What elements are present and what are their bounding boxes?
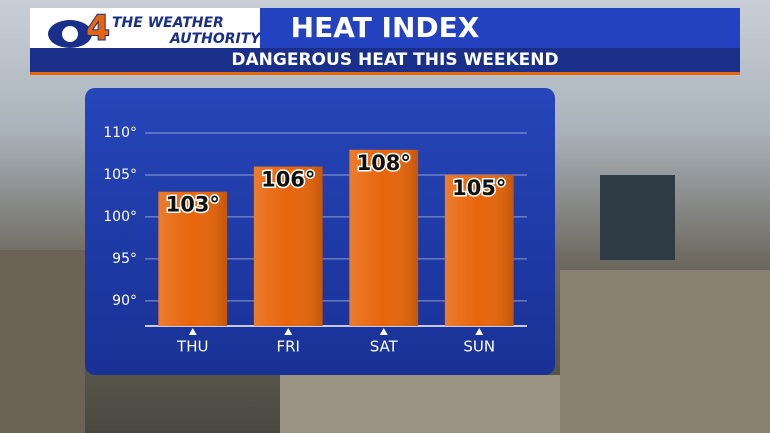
y-tick-label: 100° (103, 209, 137, 225)
bar-shade (158, 191, 228, 326)
building (560, 270, 770, 433)
y-tick-label: 110° (103, 125, 137, 141)
tick-arrow (379, 328, 388, 335)
tick-arrow (475, 328, 484, 335)
logo-channel: 4 (86, 9, 110, 49)
value-label: 108° (357, 151, 411, 175)
value-label: 105° (452, 176, 506, 200)
chart-title: HEAT INDEX (291, 11, 480, 44)
y-tick-label: 90° (112, 293, 137, 309)
tick-arrow (284, 328, 293, 335)
y-tick-label: 105° (103, 167, 137, 183)
chart-subtitle: DANGEROUS HEAT THIS WEEKEND (231, 50, 558, 70)
building (280, 375, 560, 433)
building (600, 175, 675, 260)
tick-arrow (188, 328, 197, 335)
subtitle-bar (30, 48, 740, 72)
accent-line (30, 72, 740, 75)
y-tick-label: 95° (112, 251, 137, 267)
logo-eye (62, 26, 78, 42)
bar-shade (444, 174, 514, 326)
value-label: 103° (166, 193, 220, 217)
value-label: 106° (261, 168, 315, 192)
x-tick-label: FRI (277, 338, 300, 356)
x-tick-label: THU (176, 338, 208, 356)
bar-shade (349, 149, 419, 326)
logo-tagline: AUTHORITY (169, 31, 262, 47)
x-tick-label: SUN (463, 338, 495, 356)
building (0, 250, 85, 433)
logo-tagline: THE WEATHER (112, 15, 224, 31)
bar-shade (253, 166, 323, 326)
x-tick-label: SAT (370, 338, 399, 356)
